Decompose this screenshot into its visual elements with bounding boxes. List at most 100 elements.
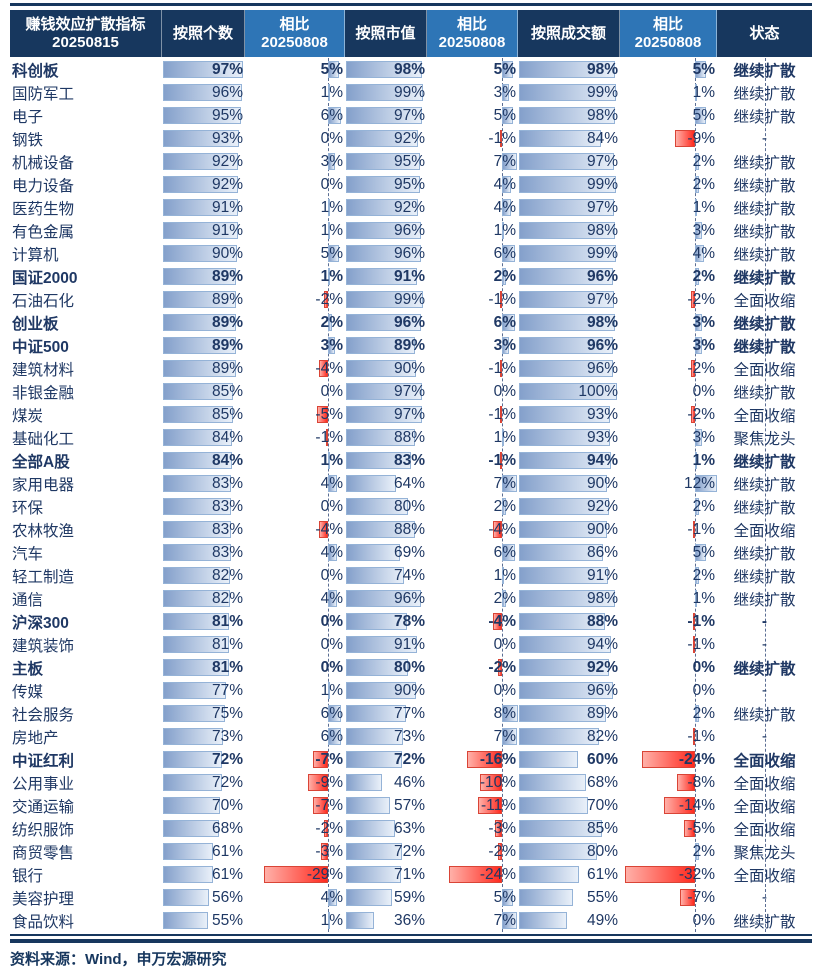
by-turnover-value: 93% bbox=[586, 429, 618, 446]
table-row: 交通运输 70% -7% 57% -11% 70% -14% 全面收缩 bbox=[10, 794, 812, 817]
chg-count-value: -2% bbox=[315, 291, 343, 308]
status-label: 全面收缩 bbox=[733, 752, 796, 770]
chg-mcap-cell: 6% bbox=[427, 311, 518, 334]
chg-mcap-value: -2% bbox=[488, 659, 516, 676]
chg-count-cell: 4% bbox=[245, 472, 345, 495]
by-turnover-bar bbox=[519, 221, 616, 239]
by-mcap-value: 91% bbox=[393, 268, 425, 285]
row-label: 全部A股 bbox=[12, 453, 70, 471]
by-turnover-value: 98% bbox=[586, 61, 618, 78]
chg-count-value: -4% bbox=[315, 360, 343, 377]
chg-mcap-cell: -10% bbox=[427, 771, 518, 794]
by-count-value: 73% bbox=[211, 728, 243, 745]
chg-turnover-value: 1% bbox=[692, 590, 715, 607]
by-count-value: 92% bbox=[211, 176, 243, 193]
chg-count-bar bbox=[328, 221, 331, 239]
by-count-bar bbox=[163, 198, 238, 216]
chg-mcap-cell: -1% bbox=[427, 357, 518, 380]
chg-count-value: 6% bbox=[320, 705, 343, 722]
by-mcap-cell: 99% bbox=[345, 288, 427, 311]
by-mcap-bar bbox=[346, 221, 421, 239]
chg-turnover-value: -1% bbox=[687, 728, 715, 745]
status-label: 继续扩散 bbox=[733, 453, 796, 471]
chg-count-value: 0% bbox=[320, 567, 343, 584]
table-header: 赚钱效应扩散指标 20250815 按照个数 相比 20250808 按照市值 … bbox=[10, 10, 812, 57]
chg-turnover-value: -14% bbox=[678, 797, 715, 814]
header-title-line1: 赚钱效应扩散指标 bbox=[25, 15, 146, 33]
chg-turnover-bar bbox=[695, 313, 702, 331]
chg-turnover-cell: 5% bbox=[620, 58, 717, 81]
row-label: 医药生物 bbox=[12, 200, 75, 218]
by-mcap-cell: 91% bbox=[345, 265, 427, 288]
by-turnover-cell: 82% bbox=[518, 725, 620, 748]
chg-turnover-value: 3% bbox=[692, 314, 715, 331]
by-turnover-value: 94% bbox=[586, 452, 618, 469]
by-mcap-value: 97% bbox=[393, 383, 425, 400]
by-turnover-bar bbox=[519, 382, 617, 400]
by-count-value: 89% bbox=[211, 291, 243, 308]
by-count-bar bbox=[163, 497, 232, 515]
by-turnover-bar bbox=[519, 497, 610, 515]
by-count-bar bbox=[163, 451, 232, 469]
by-turnover-cell: 96% bbox=[518, 334, 620, 357]
by-count-value: 90% bbox=[211, 245, 243, 262]
chg-mcap-bar bbox=[502, 267, 507, 285]
by-turnover-value: 86% bbox=[586, 544, 618, 561]
by-count-bar bbox=[163, 520, 232, 538]
status-label: - bbox=[761, 129, 768, 147]
chg-mcap-bar bbox=[502, 704, 518, 722]
by-count-bar bbox=[163, 152, 239, 170]
by-count-bar bbox=[163, 888, 209, 906]
by-count-cell: 92% bbox=[162, 173, 245, 196]
by-count-cell: 85% bbox=[162, 403, 245, 426]
chg-turnover-value: 0% bbox=[692, 912, 715, 929]
table-row: 钢铁 93% 0% 92% -1% 84% -9% - bbox=[10, 127, 812, 150]
chg-turnover-cell: 4% bbox=[620, 242, 717, 265]
by-mcap-value: 78% bbox=[393, 613, 425, 630]
chg-turnover-cell: 1% bbox=[620, 196, 717, 219]
chg-mcap-value: 5% bbox=[493, 107, 516, 124]
row-label: 汽车 bbox=[12, 545, 44, 563]
row-label: 基础化工 bbox=[12, 430, 75, 448]
table-row: 机械设备 92% 3% 95% 7% 97% 2% 继续扩散 bbox=[10, 150, 812, 173]
by-turnover-cell: 99% bbox=[518, 173, 620, 196]
chg-count-bar bbox=[328, 106, 342, 124]
row-label: 商贸零售 bbox=[12, 844, 75, 862]
by-count-cell: 55% bbox=[162, 909, 245, 932]
by-mcap-bar bbox=[346, 842, 403, 860]
status-label: 继续扩散 bbox=[733, 200, 796, 218]
chg-mcap-cell: 4% bbox=[427, 196, 518, 219]
by-mcap-bar bbox=[346, 681, 417, 699]
chg-turnover-cell: 2% bbox=[620, 150, 717, 173]
by-turnover-cell: 85% bbox=[518, 817, 620, 840]
header-title-line2: 20250815 bbox=[52, 33, 119, 51]
by-mcap-value: 83% bbox=[393, 452, 425, 469]
by-turnover-bar bbox=[519, 428, 611, 446]
chg-mcap-cell: 7% bbox=[427, 725, 518, 748]
by-count-bar bbox=[163, 405, 233, 423]
chg-mcap-bar bbox=[502, 221, 505, 239]
chg-count-value: 4% bbox=[320, 544, 343, 561]
chg-turnover-value: -24% bbox=[678, 751, 715, 768]
by-turnover-cell: 98% bbox=[518, 587, 620, 610]
chg-turnover-bar bbox=[695, 474, 717, 492]
by-mcap-cell: 99% bbox=[345, 81, 427, 104]
status-label: - bbox=[761, 888, 768, 906]
chg-mcap-cell: 1% bbox=[427, 426, 518, 449]
by-turnover-bar bbox=[519, 543, 604, 561]
by-turnover-cell: 99% bbox=[518, 81, 620, 104]
by-count-bar bbox=[163, 635, 230, 653]
by-count-value: 83% bbox=[211, 521, 243, 538]
by-turnover-bar bbox=[519, 888, 573, 906]
by-mcap-bar bbox=[346, 612, 407, 630]
chg-mcap-value: -16% bbox=[479, 751, 516, 768]
row-label: 沪深300 bbox=[12, 614, 69, 632]
chg-count-value: 1% bbox=[320, 199, 343, 216]
chg-count-bar bbox=[323, 290, 328, 308]
by-mcap-cell: 83% bbox=[345, 449, 427, 472]
by-turnover-value: 61% bbox=[586, 866, 618, 883]
chg-count-cell: 0% bbox=[245, 656, 345, 679]
by-turnover-bar bbox=[519, 313, 616, 331]
chg-turnover-cell: -2% bbox=[620, 288, 717, 311]
chg-count-value: 2% bbox=[320, 314, 343, 331]
